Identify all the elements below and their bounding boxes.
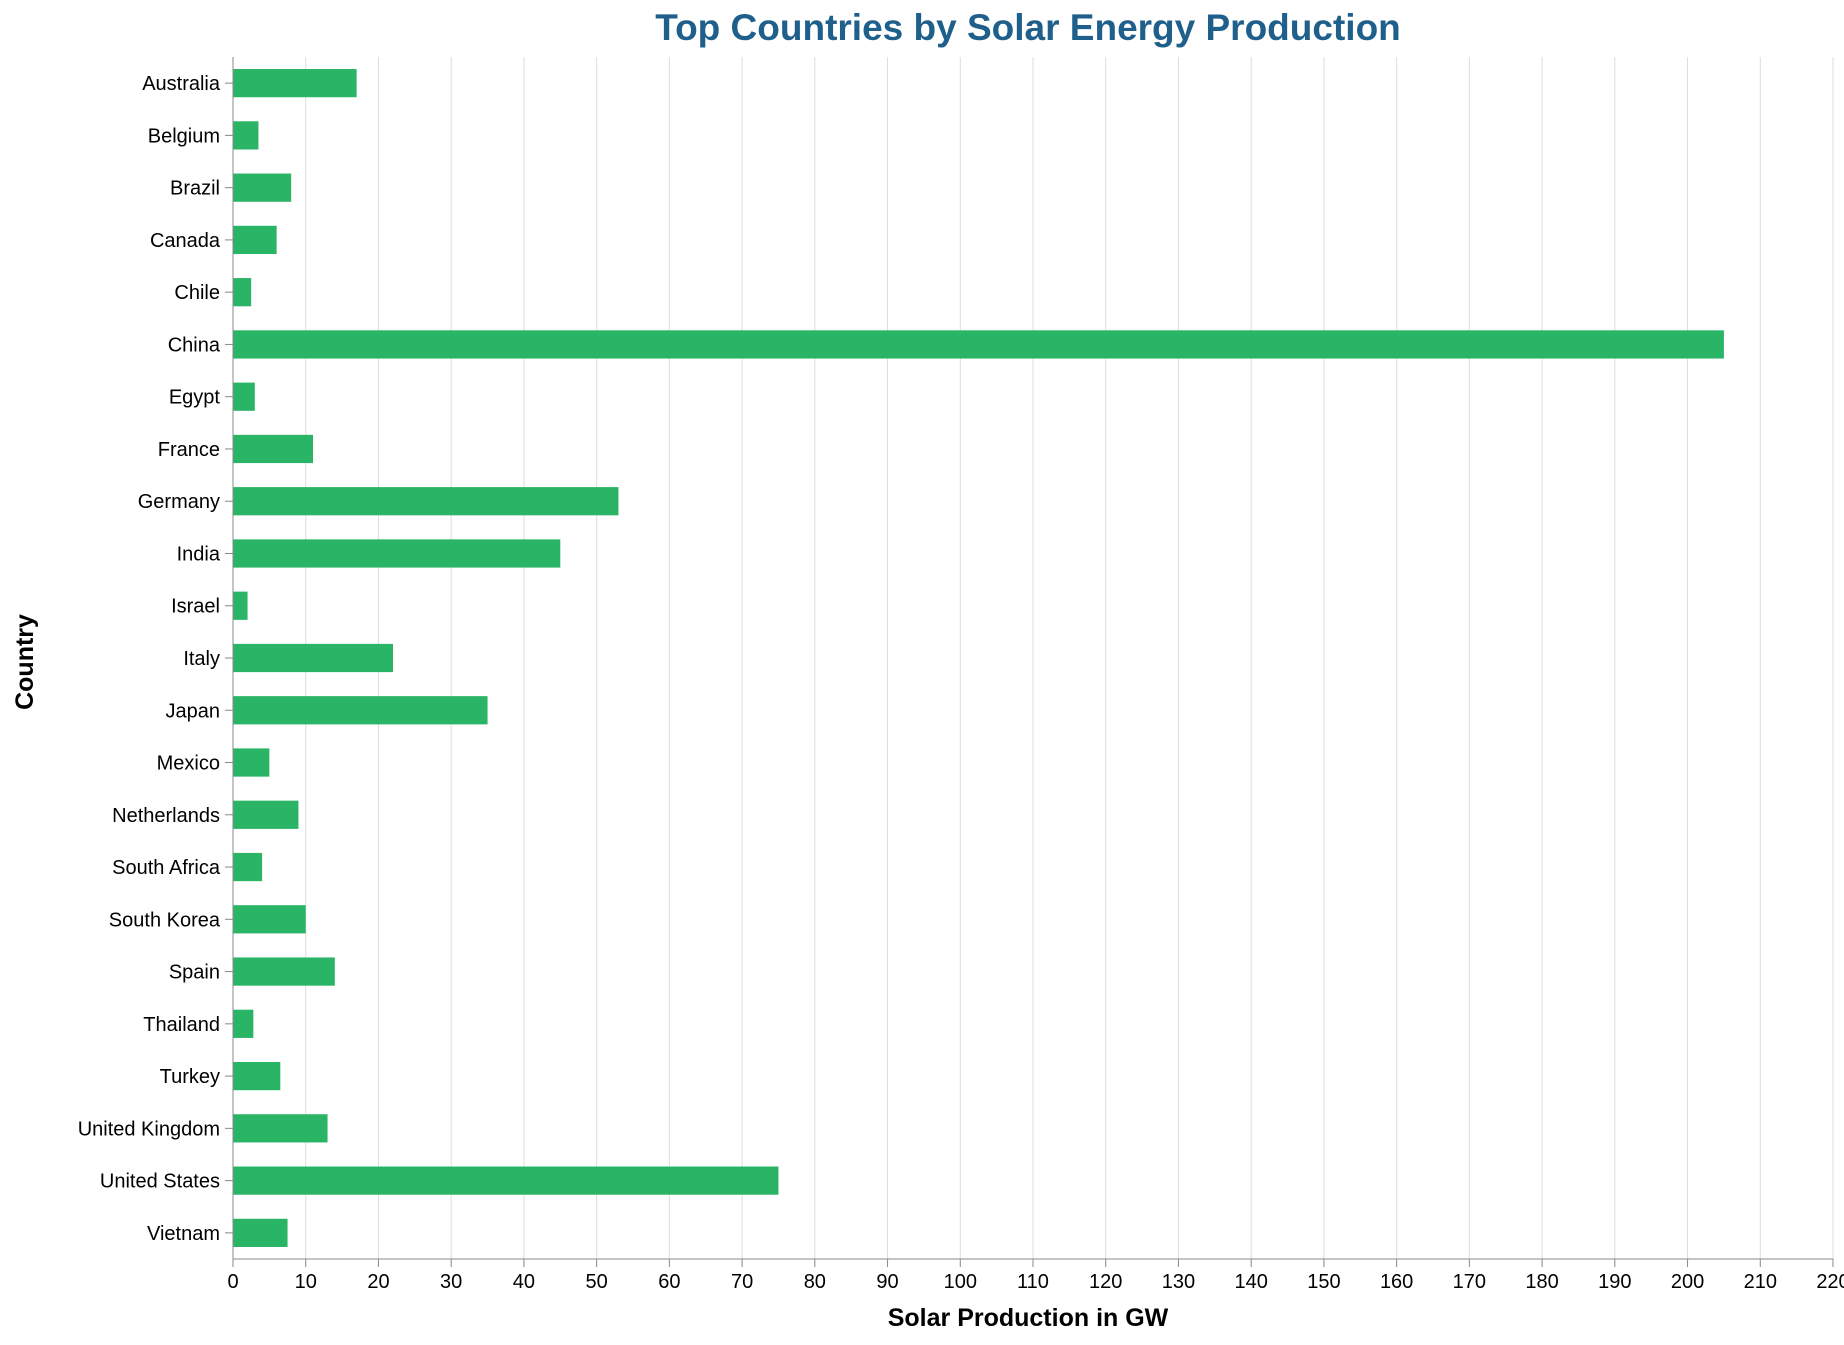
y-tick-label: United Kingdom [78,1118,220,1140]
x-tick-label: 190 [1598,1271,1631,1293]
bar-canada [233,225,277,255]
bar-mexico [233,748,270,777]
x-tick-label: 180 [1525,1271,1558,1293]
bar-thailand [233,1009,254,1038]
x-tick-label: 90 [876,1271,898,1293]
bar-belgium [233,121,259,150]
y-tick-label: Japan [166,700,221,722]
bar-france [233,434,313,464]
x-tick-label: 30 [440,1271,462,1293]
x-axis-title: Solar Production in GW [888,1304,1169,1332]
bar-spain [233,957,335,986]
y-tick-label: France [158,439,220,461]
y-tick-label: United States [100,1171,220,1193]
y-tick-label: Australia [142,73,221,95]
y-tick-label: Mexico [157,753,220,775]
bar-israel [233,591,248,620]
y-tick-label: South Korea [109,909,221,931]
y-tick-label: Belgium [148,125,220,147]
y-tick-label: Thailand [143,1014,220,1036]
x-tick-label: 110 [1017,1271,1049,1293]
y-axis-title: Country [11,614,39,710]
x-tick-label: 120 [1089,1271,1122,1293]
x-tick-label: 100 [944,1271,977,1293]
y-tick-label: Chile [174,282,220,304]
x-tick-label: 200 [1671,1271,1704,1293]
bar-chile [233,278,252,307]
y-tick-label: India [177,543,221,565]
x-tick-label: 10 [295,1271,317,1293]
y-tick-label: Vietnam [147,1223,220,1245]
y-tick-label: Germany [138,491,220,513]
bar-south-korea [233,905,306,934]
y-tick-label: Israel [171,596,220,618]
grid-lines [232,57,1834,1259]
x-tick-label: 160 [1380,1271,1413,1293]
bars [233,69,1724,1247]
bar-india [233,539,561,568]
axes: 0 10 20 30 40 50 60 70 80 90 100 110 120 130 140 150 160… [78,57,1844,1293]
chart-title: Top Countries by Solar Energy Production [655,7,1401,48]
bar-united-states [233,1166,779,1195]
y-tick-label: China [168,334,221,356]
x-tick-label: 0 [227,1271,238,1293]
bar-united-kingdom [233,1114,328,1143]
x-tick-label: 210 [1744,1271,1777,1293]
y-tick-label: Canada [150,230,221,252]
x-tick-label: 220 [1816,1271,1844,1293]
y-tick-label: Egypt [169,387,221,409]
y-tick-label: Spain [169,962,220,984]
bar-australia [233,69,357,98]
bar-brazil [233,173,292,202]
bar-germany [233,487,619,516]
bar-italy [233,643,393,673]
x-tick-label: 140 [1234,1271,1267,1293]
bar-turkey [233,1061,281,1091]
bar-netherlands [233,800,299,829]
x-tick-label: 170 [1453,1271,1486,1293]
y-tick-label: Turkey [160,1066,220,1088]
x-tick-label: 60 [658,1271,680,1293]
x-tick-label: 40 [513,1271,535,1293]
y-tick-label: Italy [183,648,220,670]
x-tick-label: 80 [804,1271,826,1293]
bar-vietnam [233,1218,288,1247]
x-tick-label: 20 [367,1271,389,1293]
x-tick-label: 150 [1307,1271,1340,1293]
y-tick-label: Netherlands [112,805,220,827]
bar-japan [233,696,488,725]
x-tick-label: 130 [1162,1271,1195,1293]
bar-egypt [233,382,255,411]
x-tick-label: 70 [731,1271,753,1293]
y-tick-label: South Africa [112,857,221,879]
bar-south-africa [233,852,263,882]
x-tick-label: 50 [586,1271,608,1293]
y-tick-label: Brazil [170,178,220,200]
bar-china [233,330,1724,359]
